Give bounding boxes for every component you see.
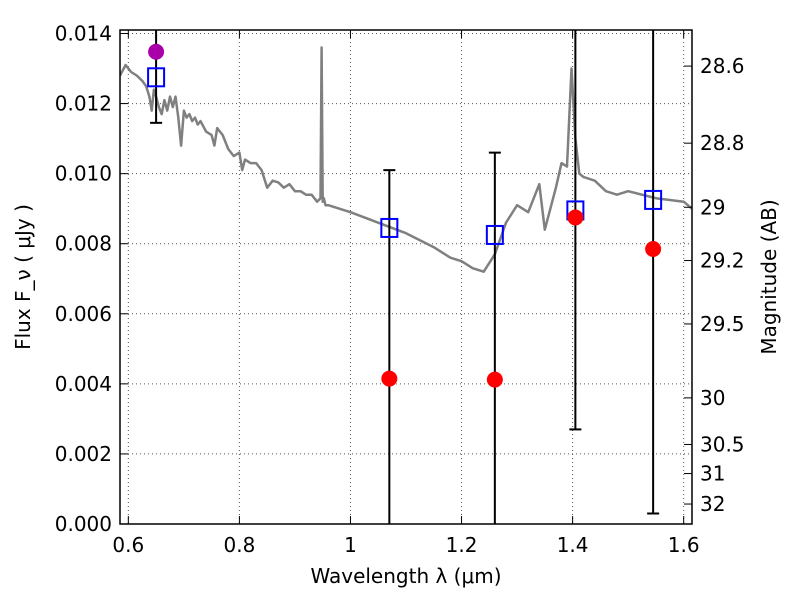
- data-layer: [120, 30, 692, 524]
- y-tick-label: 0.010: [55, 162, 112, 186]
- photometry-square: [644, 189, 663, 210]
- axis-ticks: 0.6 0.8 1 1.2 1.4 1.6 0.000 0.002 0.004 0.006 0.00…: [55, 22, 745, 557]
- y-axis-title: Flux F_ν ( μJy ): [11, 204, 35, 350]
- y-tick-label: 0.000: [55, 512, 112, 536]
- x-tick-label: 0.6: [112, 533, 144, 557]
- y-tick-label: 0.008: [55, 232, 112, 256]
- y-tick-label: 0.002: [55, 442, 112, 466]
- y2-tick-label: 30: [700, 386, 725, 410]
- photometry-square: [147, 67, 166, 88]
- x-axis-title: Wavelength λ (μm): [310, 564, 501, 588]
- x-tick-label: 1: [344, 533, 357, 557]
- observed-point: [567, 209, 584, 226]
- y-tick-label: 0.012: [55, 92, 112, 116]
- y-tick-label: 0.004: [55, 372, 112, 396]
- y2-tick-label: 29.2: [700, 249, 745, 273]
- optical-point: [148, 43, 165, 60]
- y2-tick-label: 30.5: [700, 432, 745, 456]
- observed-point: [645, 240, 662, 257]
- y-tick-label: 0.006: [55, 302, 112, 326]
- observed-point: [486, 371, 503, 388]
- y2-tick-label: 28.6: [700, 54, 745, 78]
- x-tick-label: 1.6: [668, 533, 700, 557]
- observed-point: [381, 370, 398, 387]
- y2-tick-label: 31: [700, 462, 725, 486]
- plot-frame: [119, 29, 693, 525]
- y2-tick-label: 28.8: [700, 131, 745, 155]
- x-tick-label: 1.2: [446, 533, 478, 557]
- spectrum-line: [120, 46, 692, 273]
- photometry-square: [485, 224, 504, 245]
- y-tick-label: 0.014: [55, 22, 112, 46]
- y2-tick-label: 29: [700, 195, 725, 219]
- y2-tick-label: 32: [700, 492, 725, 516]
- plot-area: [120, 30, 692, 524]
- grid: [120, 30, 692, 525]
- y2-axis-title: Magnitude (AB): [757, 199, 781, 354]
- x-tick-label: 0.8: [223, 533, 255, 557]
- photometry-square: [380, 217, 399, 238]
- x-tick-label: 1.4: [557, 533, 589, 557]
- y2-tick-label: 29.5: [700, 312, 745, 336]
